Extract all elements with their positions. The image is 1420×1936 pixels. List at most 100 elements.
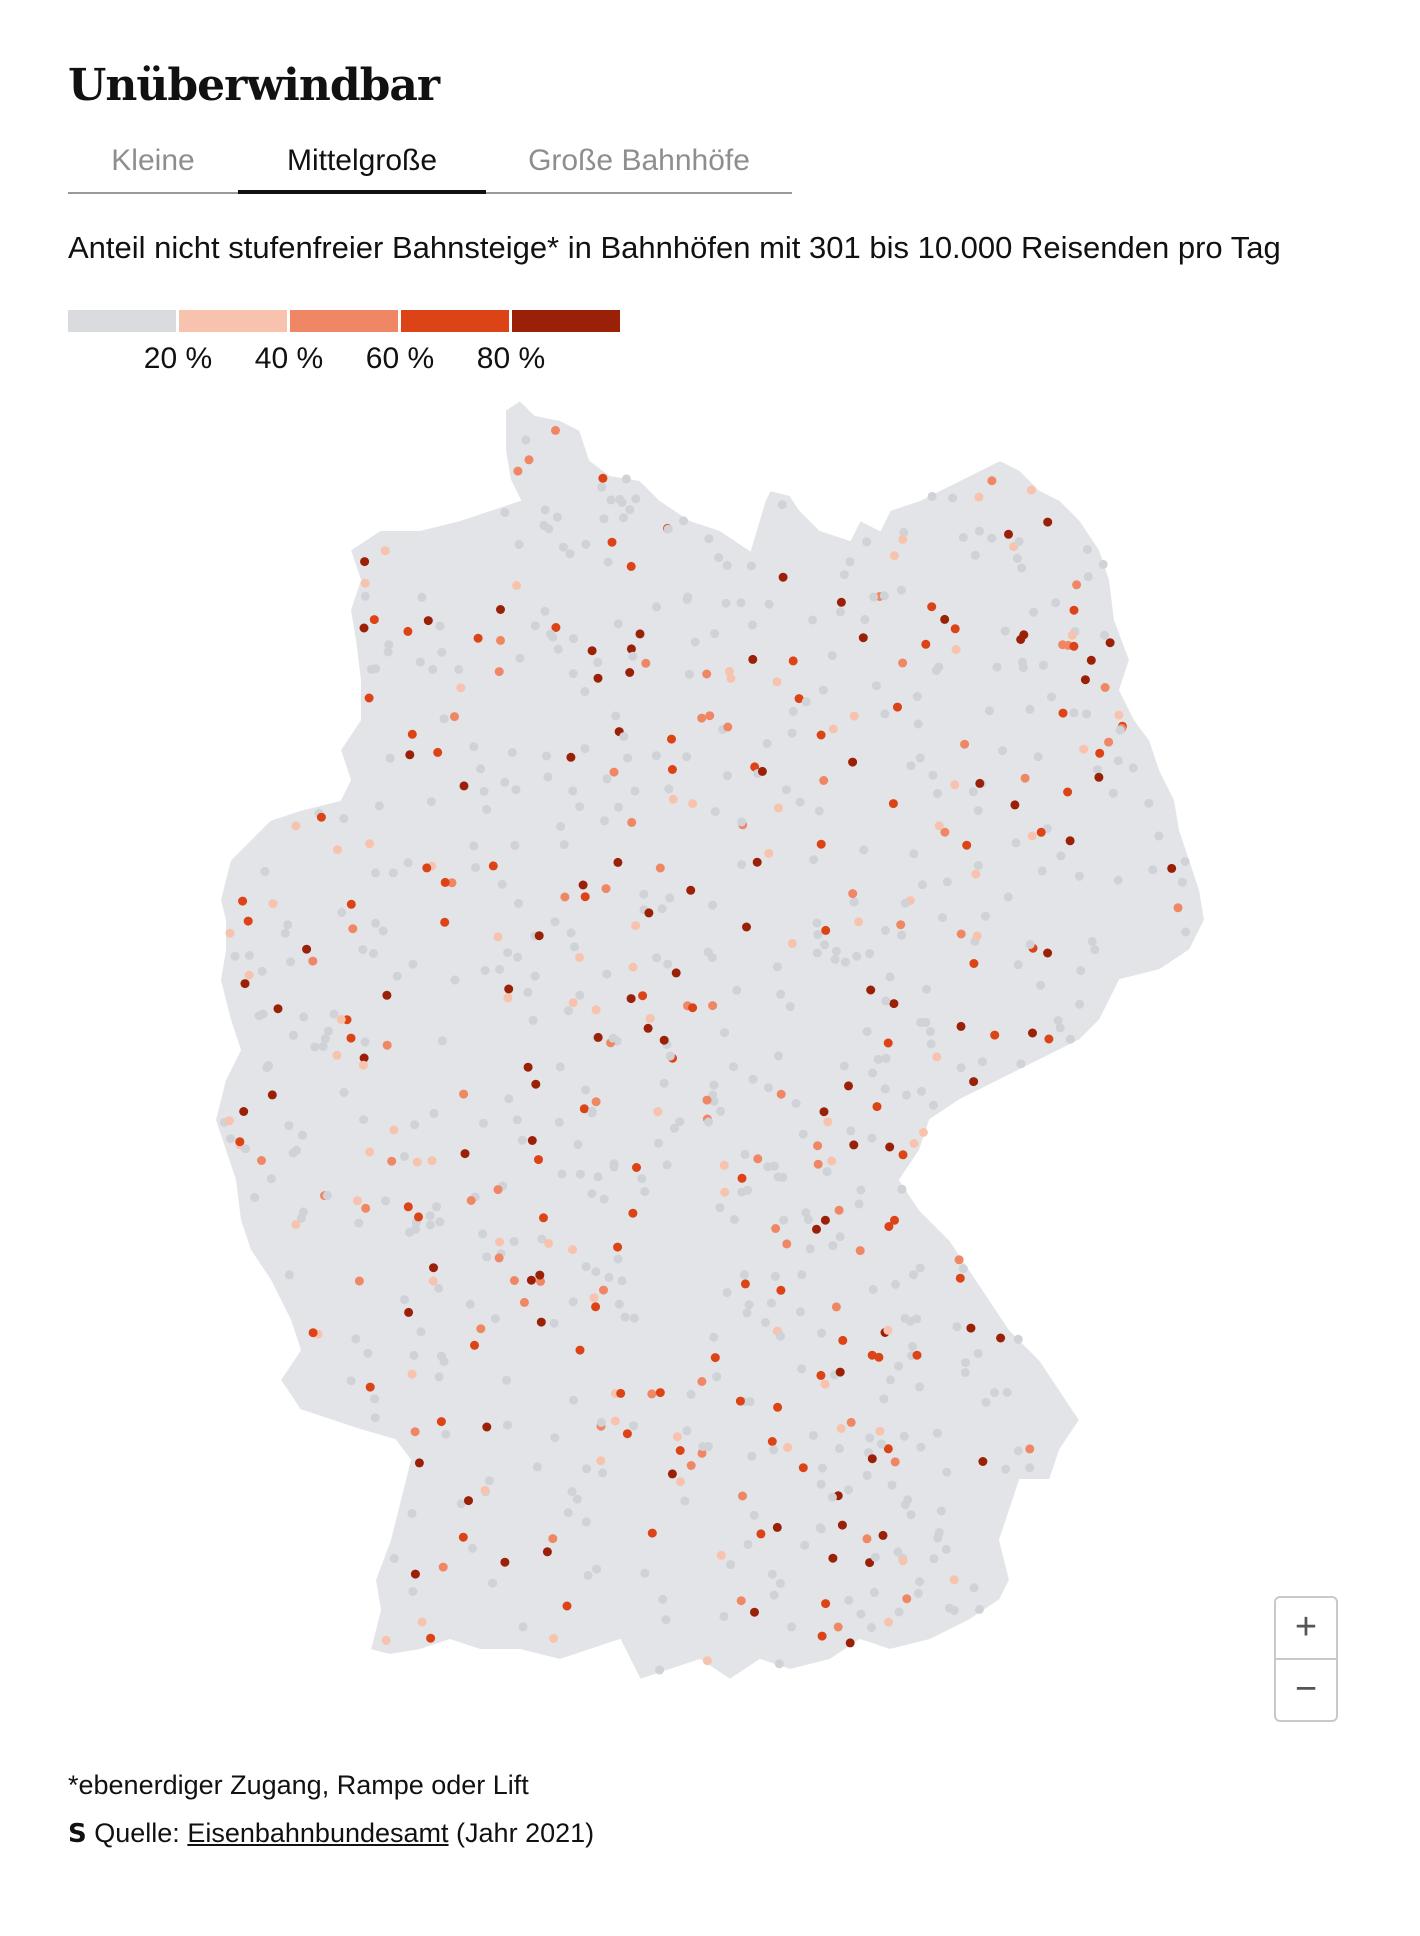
station-dot	[238, 896, 248, 906]
station-dot	[1025, 1463, 1035, 1473]
station-dot	[1010, 800, 1020, 810]
station-dot	[409, 1350, 419, 1360]
source-link[interactable]: Eisenbahnbundesamt	[187, 1818, 449, 1848]
station-dot	[822, 1167, 832, 1177]
station-dot	[368, 949, 378, 958]
station-dot	[698, 1442, 708, 1451]
station-dot	[881, 996, 891, 1006]
station-dot	[580, 687, 590, 696]
station-dot	[809, 855, 819, 865]
station-dot	[894, 1361, 904, 1371]
station-dot	[596, 1417, 606, 1427]
station-dot	[915, 1263, 925, 1273]
station-dot	[1044, 1034, 1054, 1044]
station-dot	[820, 1215, 830, 1225]
station-dot	[454, 665, 464, 674]
station-dot	[384, 640, 394, 650]
station-dot	[530, 621, 540, 631]
station-dot	[354, 1218, 364, 1228]
map-area[interactable]	[0, 380, 1420, 1760]
station-dot	[977, 1057, 987, 1067]
station-dot	[400, 1295, 410, 1305]
station-dot	[836, 1424, 846, 1433]
tab-grosse-bahnhoefe[interactable]: Große Bahnhöfe	[528, 144, 750, 177]
station-dot	[292, 1145, 301, 1155]
station-dot	[1025, 940, 1035, 949]
station-dot	[559, 840, 569, 850]
station-dot	[416, 1327, 426, 1337]
station-dot	[912, 1314, 922, 1324]
station-dot	[926, 1039, 936, 1049]
station-dot	[1154, 831, 1164, 841]
station-dot	[503, 993, 513, 1003]
zoom-out-button[interactable]: −	[1294, 1668, 1318, 1710]
station-dot	[1016, 1059, 1026, 1069]
station-dot	[867, 1623, 876, 1632]
tab-mittelgrosse[interactable]: Mittelgroße	[238, 140, 486, 194]
station-dot	[1020, 773, 1030, 783]
station-dot	[787, 1622, 797, 1632]
station-dot	[415, 657, 425, 667]
tab-kleine[interactable]: Kleine	[111, 144, 195, 177]
source-prefix: Quelle:	[94, 1818, 180, 1848]
station-dot	[433, 747, 443, 757]
station-dot	[543, 772, 553, 782]
station-dot	[1080, 675, 1090, 685]
station-dot	[575, 990, 585, 1000]
zoom-in-button[interactable]: +	[1294, 1606, 1318, 1648]
source-suffix: (Jahr 2021)	[456, 1818, 595, 1848]
station-dot	[438, 1562, 448, 1572]
station-dot	[672, 1432, 682, 1442]
station-dot	[1029, 607, 1038, 617]
station-dot	[951, 645, 961, 654]
station-dot	[358, 945, 368, 955]
station-dot	[480, 1485, 490, 1495]
station-dot	[593, 673, 603, 683]
station-dot	[493, 1185, 503, 1195]
zoom-control: + −	[1274, 1596, 1338, 1722]
station-dot	[630, 786, 640, 796]
station-dot	[365, 1147, 375, 1157]
station-dot	[737, 817, 747, 827]
station-dot	[592, 1564, 602, 1574]
station-dot	[286, 957, 296, 967]
station-dot	[844, 1595, 854, 1605]
station-dot	[478, 1229, 488, 1239]
station-dot	[484, 1476, 494, 1486]
station-dot	[906, 761, 916, 771]
station-dot	[769, 1445, 779, 1455]
source-line: S Quelle: Eisenbahnbundesamt (Jahr 2021)	[68, 1818, 594, 1849]
station-dot	[791, 1099, 801, 1108]
station-dot	[369, 615, 379, 625]
station-dot	[771, 1224, 781, 1233]
station-dot	[665, 1051, 675, 1061]
station-dot	[284, 1270, 294, 1280]
station-dot	[427, 1156, 437, 1166]
station-dot	[606, 495, 616, 505]
station-dot	[775, 1578, 785, 1588]
germany-map[interactable]	[0, 380, 1420, 1760]
station-dot	[835, 1232, 845, 1242]
station-dot	[909, 849, 919, 859]
station-dot	[1069, 605, 1079, 615]
station-dot	[359, 1053, 369, 1063]
station-dot	[827, 651, 837, 660]
station-dot	[479, 1118, 488, 1128]
station-dot	[518, 1622, 528, 1632]
station-dot	[504, 984, 514, 994]
station-dot	[773, 1172, 783, 1182]
station-dot	[880, 1084, 890, 1094]
station-dot	[987, 533, 997, 543]
station-dot	[417, 592, 427, 602]
station-dot	[918, 1127, 928, 1137]
station-dot	[580, 892, 590, 902]
station-dot	[898, 1556, 908, 1566]
legend-tick-40: 40 %	[254, 342, 324, 375]
station-dot	[702, 1095, 712, 1105]
station-dot	[884, 1222, 894, 1231]
station-dot	[890, 1457, 900, 1467]
station-dot	[608, 1033, 618, 1043]
station-dot	[611, 711, 621, 721]
station-dot	[240, 979, 250, 989]
station-dot	[987, 476, 997, 486]
